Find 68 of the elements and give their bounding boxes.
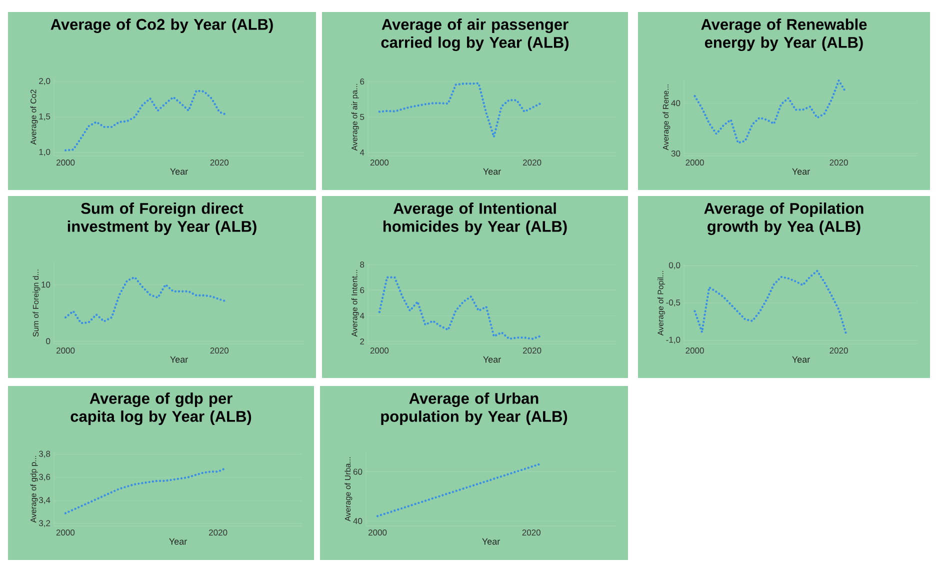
y-axis-title: Average of gdp p... — [30, 456, 38, 523]
x-tick-label: 2020 — [830, 160, 848, 166]
line-series — [694, 79, 848, 144]
chart-title: Sum of Foreign direct investment by Year (ALB) — [68, 202, 256, 235]
chart-title: Average of Popilation growth by Yea (ALB) — [704, 202, 864, 236]
x-axis-title: Year — [483, 356, 501, 363]
chart-title: Average of Urban population by Year (ALB) — [381, 392, 568, 425]
y-tick-label: 30 — [671, 150, 680, 156]
y-tick-label: 2 — [360, 338, 364, 344]
y-axis-title: Average of Intent... — [351, 270, 359, 337]
x-tick-label: 2020 — [210, 348, 229, 354]
chart-title: Average of gdp per capita log by Year (ALB) — [70, 392, 252, 426]
y-tick-label: 8 — [360, 262, 364, 268]
y-tick-label: 1,5 — [39, 114, 50, 120]
y-tick-label: 10 — [42, 282, 50, 288]
y-tick-label: -0,5 — [666, 299, 680, 306]
x-axis-title: Year — [482, 538, 500, 545]
line-series — [378, 82, 541, 138]
chart-title: Average of air passenger carried log by Year (ALB) — [381, 18, 569, 52]
y-tick-label: 0 — [46, 338, 50, 344]
y-tick-label: 3,4 — [38, 497, 50, 504]
y-axis-title: Average of Popil... — [657, 271, 665, 336]
y-tick-label: 6 — [360, 287, 364, 294]
x-tick-label: 2000 — [370, 160, 389, 166]
x-tick-label: 2000 — [368, 530, 387, 536]
x-axis-title: Year — [792, 168, 810, 175]
x-tick-label: 2020 — [522, 530, 540, 536]
chart-title: Average of Intentional homicides by Year (ALB) — [383, 202, 567, 235]
y-axis-title: Average of Co2 — [30, 90, 38, 145]
y-axis-title: Average of Rene... — [662, 84, 670, 150]
chart-title: Average of Renewable energy by Year (ALB) — [701, 18, 867, 52]
y-tick-label: 40 — [353, 518, 362, 524]
y-axis-title: Average of Urba... — [344, 457, 352, 522]
x-tick-label: 2000 — [370, 348, 389, 354]
y-tick-label: 3,8 — [38, 450, 50, 458]
line-series — [378, 276, 541, 340]
y-tick-label: 2,0 — [39, 78, 50, 86]
x-axis-title: Year — [170, 168, 188, 175]
chart-title: Average of Co2 by Year (ALB) — [50, 18, 273, 34]
x-tick-label: 2000 — [686, 160, 704, 166]
x-tick-label: 2000 — [56, 348, 75, 354]
x-tick-label: 2000 — [686, 348, 704, 354]
y-tick-label: 4 — [360, 150, 364, 156]
x-axis-title: Year — [169, 538, 187, 545]
x-tick-label: 2000 — [56, 530, 75, 536]
y-tick-label: 4 — [360, 312, 364, 319]
y-tick-label: 6 — [360, 78, 364, 85]
y-tick-label: 1,0 — [39, 148, 50, 156]
y-tick-label: 3,6 — [38, 474, 50, 481]
x-tick-label: 2000 — [56, 160, 75, 166]
y-tick-label: 5 — [360, 114, 364, 120]
x-tick-label: 2020 — [523, 348, 542, 354]
y-tick-label: -1,0 — [666, 336, 680, 344]
y-tick-label: 3,2 — [38, 520, 50, 528]
x-tick-label: 2020 — [210, 160, 229, 166]
y-tick-label: 60 — [353, 468, 362, 475]
x-axis-title: Year — [483, 168, 501, 175]
x-tick-label: 2020 — [830, 348, 848, 354]
y-axis-title: Sum of Foreign d... — [32, 270, 40, 337]
y-tick-label: 40 — [671, 100, 680, 106]
x-tick-label: 2020 — [209, 530, 228, 536]
line-series — [64, 90, 228, 152]
x-axis-title: Year — [792, 356, 810, 363]
x-axis-title: Year — [170, 356, 188, 363]
x-tick-label: 2020 — [523, 160, 542, 166]
y-axis-title: Average of air pa... — [351, 84, 359, 151]
y-tick-label: 0,0 — [668, 262, 680, 270]
line-series — [694, 270, 848, 335]
